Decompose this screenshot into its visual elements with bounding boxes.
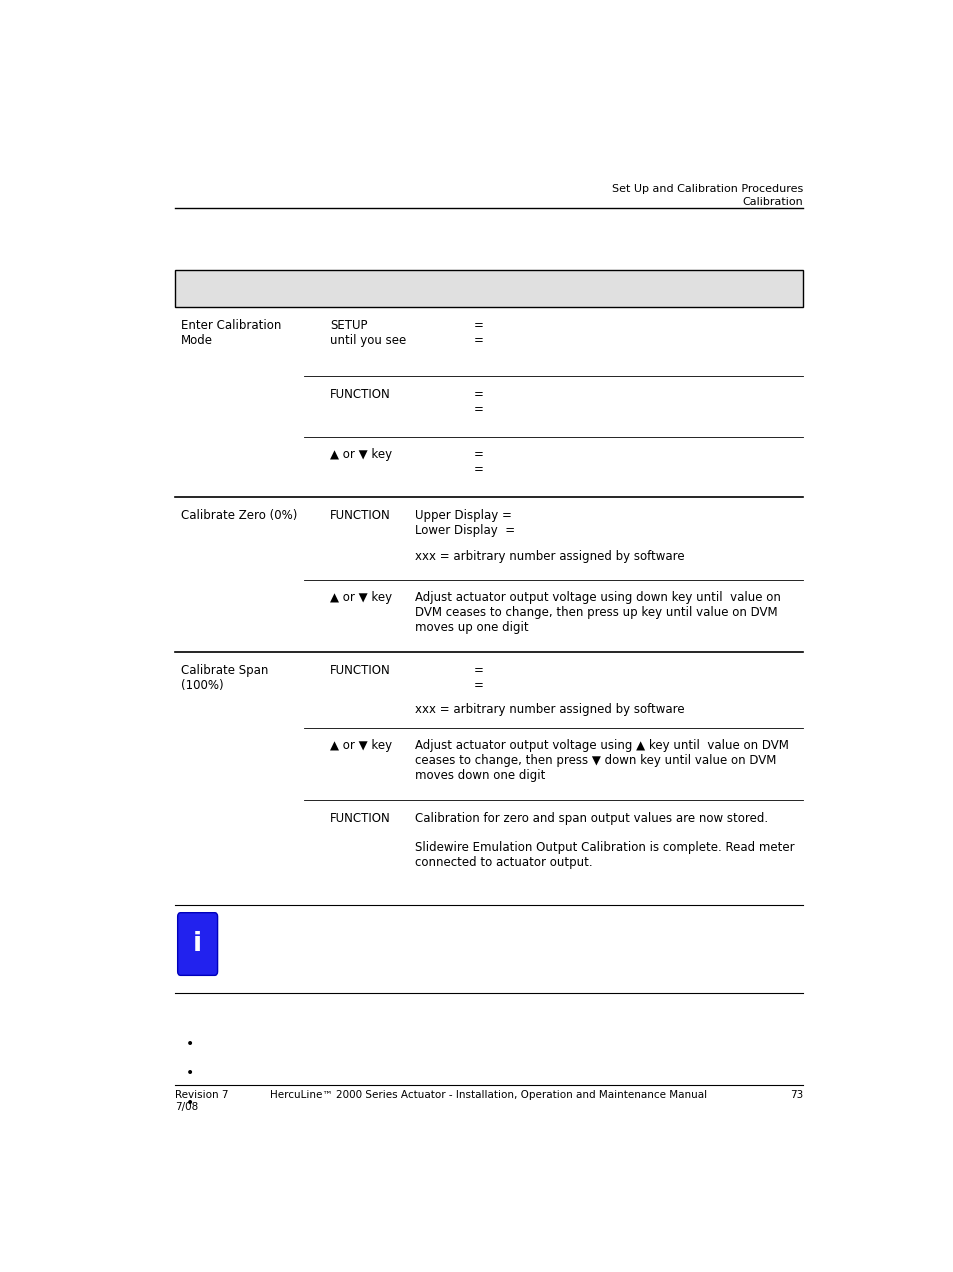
Text: =
=: = = xyxy=(474,388,483,416)
Text: FUNCTION: FUNCTION xyxy=(330,388,391,401)
Text: ▲ or ▼ key: ▲ or ▼ key xyxy=(330,449,392,462)
Text: FUNCTION: FUNCTION xyxy=(330,509,391,523)
Text: ▲ or ▼ key: ▲ or ▼ key xyxy=(330,739,392,752)
Text: Upper Display =
Lower Display  =: Upper Display = Lower Display = xyxy=(415,509,515,537)
FancyBboxPatch shape xyxy=(177,913,217,976)
Text: Enter Calibration
Mode: Enter Calibration Mode xyxy=(180,319,281,347)
Bar xyxy=(174,270,802,308)
Text: xxx = arbitrary number assigned by software: xxx = arbitrary number assigned by softw… xyxy=(415,551,684,563)
Text: •: • xyxy=(186,1096,193,1110)
Text: =
=: = = xyxy=(474,449,483,477)
Text: •: • xyxy=(186,1066,193,1080)
Text: Revision 7
7/08: Revision 7 7/08 xyxy=(174,1090,228,1112)
Text: Slidewire Emulation Output Calibration is complete. Read meter
connected to actu: Slidewire Emulation Output Calibration i… xyxy=(415,841,794,869)
Text: =
=: = = xyxy=(474,319,483,347)
Text: SETUP
until you see: SETUP until you see xyxy=(330,319,406,347)
Text: HercuLine™ 2000 Series Actuator - Installation, Operation and Maintenance Manual: HercuLine™ 2000 Series Actuator - Instal… xyxy=(270,1090,707,1100)
Text: =
=: = = xyxy=(474,664,483,692)
Text: Calibration: Calibration xyxy=(741,197,802,207)
Text: xxx = arbitrary number assigned by software: xxx = arbitrary number assigned by softw… xyxy=(415,703,684,716)
Text: i: i xyxy=(193,931,202,957)
Text: •: • xyxy=(186,1037,193,1051)
Text: Calibrate Zero (0%): Calibrate Zero (0%) xyxy=(180,509,296,523)
Text: Set Up and Calibration Procedures: Set Up and Calibration Procedures xyxy=(611,184,802,195)
Text: 73: 73 xyxy=(789,1090,802,1100)
Text: FUNCTION: FUNCTION xyxy=(330,664,391,677)
Text: Calibrate Span
(100%): Calibrate Span (100%) xyxy=(180,664,268,692)
Text: Adjust actuator output voltage using down key until  value on
DVM ceases to chan: Adjust actuator output voltage using dow… xyxy=(415,591,781,635)
Text: ▲ or ▼ key: ▲ or ▼ key xyxy=(330,591,392,604)
Text: Adjust actuator output voltage using ▲ key until  value on DVM
ceases to change,: Adjust actuator output voltage using ▲ k… xyxy=(415,739,788,782)
Text: FUNCTION: FUNCTION xyxy=(330,812,391,824)
Text: Calibration for zero and span output values are now stored.: Calibration for zero and span output val… xyxy=(415,812,767,824)
